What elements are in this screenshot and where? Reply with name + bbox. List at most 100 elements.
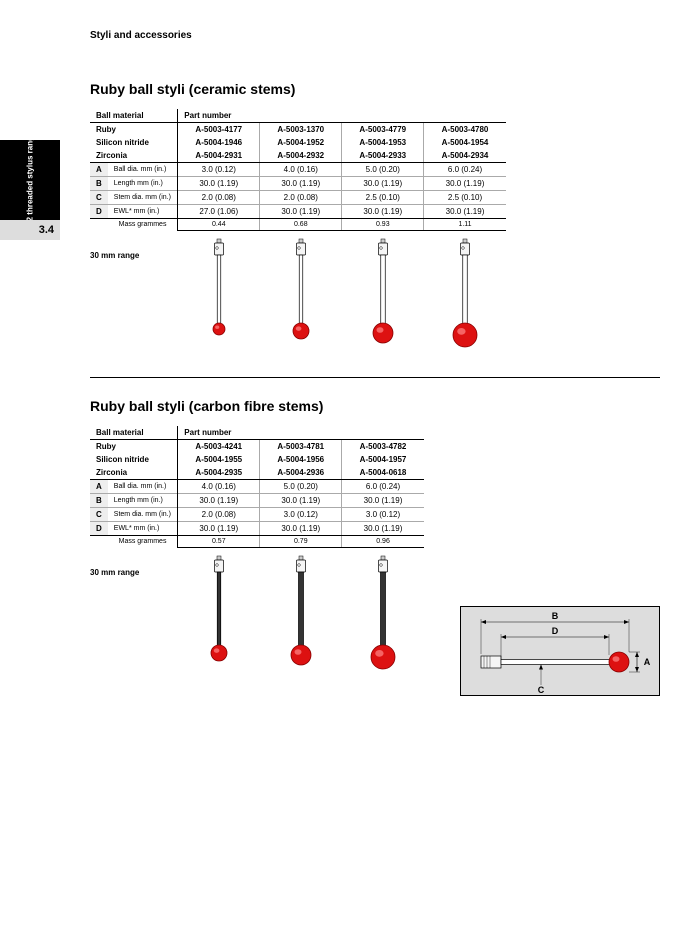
spec-table: Ball materialPart numberRubyA-5003-4241A… xyxy=(90,426,424,676)
part-number: A-5004-1955 xyxy=(178,453,260,466)
stylus-icon xyxy=(348,235,418,355)
spec-row: CStem dia. mm (in.)2.0 (0.08)2.0 (0.08)2… xyxy=(90,191,506,205)
stylus-icon xyxy=(348,552,418,672)
spec-row: ABall dia. mm (in.)4.0 (0.16)5.0 (0.20)6… xyxy=(90,480,424,494)
part-number: A-5004-1957 xyxy=(342,453,424,466)
material-row: ZirconiaA-5004-2931A-5004-2932A-5004-293… xyxy=(90,149,506,163)
spec-value: 2.0 (0.08) xyxy=(260,191,342,205)
stylus-cell xyxy=(260,231,342,360)
spec-value: 3.0 (0.12) xyxy=(260,508,342,522)
stylus-row: 30 mm range xyxy=(90,548,424,677)
spec-value: 30.0 (1.19) xyxy=(424,205,506,219)
spec-value: 6.0 (0.24) xyxy=(342,480,424,494)
part-number: A-5003-4779 xyxy=(342,123,424,137)
stylus-cell xyxy=(178,231,260,360)
spec-value: 5.0 (0.20) xyxy=(342,163,424,177)
mass-value: 1.11 xyxy=(424,219,506,231)
material-row: Silicon nitrideA-5004-1946A-5004-1952A-5… xyxy=(90,136,506,149)
stylus-cell xyxy=(424,231,506,360)
part-number: A-5004-2932 xyxy=(260,149,342,163)
range-label: 30 mm range xyxy=(90,231,178,360)
stylus-icon xyxy=(266,552,336,672)
side-tab: M2 threaded stylus range xyxy=(0,140,60,220)
stylus-icon xyxy=(184,235,254,355)
spec-value: 30.0 (1.19) xyxy=(342,177,424,191)
part-number: A-5003-4782 xyxy=(342,440,424,454)
section-title: Ruby ball styli (carbon fibre stems) xyxy=(90,398,660,414)
spec-value: 30.0 (1.19) xyxy=(260,522,342,536)
part-number: A-5003-1370 xyxy=(260,123,342,137)
part-number: A-5004-2934 xyxy=(424,149,506,163)
stylus-icon xyxy=(184,552,254,672)
part-number: A-5003-4177 xyxy=(178,123,260,137)
stylus-cell xyxy=(260,548,342,677)
spec-value: 30.0 (1.19) xyxy=(260,494,342,508)
spec-value: 30.0 (1.19) xyxy=(260,177,342,191)
part-number: A-5004-2931 xyxy=(178,149,260,163)
spec-value: 30.0 (1.19) xyxy=(178,177,260,191)
mass-row: Mass grammes0.440.680.931.11 xyxy=(90,219,506,231)
spec-value: 30.0 (1.19) xyxy=(342,205,424,219)
part-number: A-5004-1956 xyxy=(260,453,342,466)
spec-value: 27.0 (1.06) xyxy=(178,205,260,219)
spec-value: 5.0 (0.20) xyxy=(260,480,342,494)
part-number: A-5004-1954 xyxy=(424,136,506,149)
stylus-cell xyxy=(178,548,260,677)
spec-value: 2.0 (0.08) xyxy=(178,191,260,205)
mass-value: 0.79 xyxy=(260,536,342,548)
material-row: RubyA-5003-4177A-5003-1370A-5003-4779A-5… xyxy=(90,123,506,137)
spec-table: Ball materialPart numberRubyA-5003-4177A… xyxy=(90,109,506,359)
spec-row: DEWL* mm (in.)27.0 (1.06)30.0 (1.19)30.0… xyxy=(90,205,506,219)
spec-row: DEWL* mm (in.)30.0 (1.19)30.0 (1.19)30.0… xyxy=(90,522,424,536)
page-header: Styli and accessories xyxy=(90,30,660,41)
spec-value: 3.0 (0.12) xyxy=(178,163,260,177)
section-title: Ruby ball styli (ceramic stems) xyxy=(90,81,660,97)
part-number: A-5004-1953 xyxy=(342,136,424,149)
section-0: Ruby ball styli (ceramic stems) Ball mate… xyxy=(90,81,660,378)
spec-value: 30.0 (1.19) xyxy=(178,494,260,508)
stylus-cell xyxy=(342,548,424,677)
stylus-icon xyxy=(430,235,500,355)
part-number: A-5004-2935 xyxy=(178,466,260,480)
mass-value: 0.44 xyxy=(178,219,260,231)
stylus-row: 30 mm range xyxy=(90,231,506,360)
section-divider xyxy=(90,377,660,378)
dimension-diagram: BD C A xyxy=(460,606,660,696)
spec-value: 2.0 (0.08) xyxy=(178,508,260,522)
stylus-cell xyxy=(342,231,424,360)
mass-value: 0.57 xyxy=(178,536,260,548)
spec-value: 30.0 (1.19) xyxy=(424,177,506,191)
spec-value: 6.0 (0.24) xyxy=(424,163,506,177)
mass-row: Mass grammes0.570.790.96 xyxy=(90,536,424,548)
part-number: A-5003-4241 xyxy=(178,440,260,454)
part-number: A-5004-2933 xyxy=(342,149,424,163)
svg-text:B: B xyxy=(552,611,559,621)
part-number: A-5004-0618 xyxy=(342,466,424,480)
material-row: ZirconiaA-5004-2935A-5004-2936A-5004-061… xyxy=(90,466,424,480)
material-row: RubyA-5003-4241A-5003-4781A-5003-4782 xyxy=(90,440,424,454)
mass-value: 0.96 xyxy=(342,536,424,548)
part-number: A-5004-1946 xyxy=(178,136,260,149)
side-tab-text: M2 threaded stylus range xyxy=(25,132,35,228)
part-number: A-5003-4780 xyxy=(424,123,506,137)
svg-text:A: A xyxy=(644,657,651,667)
svg-text:C: C xyxy=(538,685,545,695)
spec-value: 4.0 (0.16) xyxy=(178,480,260,494)
spec-row: BLength mm (in.)30.0 (1.19)30.0 (1.19)30… xyxy=(90,494,424,508)
spec-row: ABall dia. mm (in.)3.0 (0.12)4.0 (0.16)5… xyxy=(90,163,506,177)
svg-text:D: D xyxy=(552,626,559,636)
spec-value: 3.0 (0.12) xyxy=(342,508,424,522)
section-number: 3.4 xyxy=(0,220,60,240)
spec-value: 4.0 (0.16) xyxy=(260,163,342,177)
spec-value: 2.5 (0.10) xyxy=(424,191,506,205)
material-row: Silicon nitrideA-5004-1955A-5004-1956A-5… xyxy=(90,453,424,466)
part-number: A-5004-1952 xyxy=(260,136,342,149)
range-label: 30 mm range xyxy=(90,548,178,677)
part-number: A-5004-2936 xyxy=(260,466,342,480)
spec-value: 30.0 (1.19) xyxy=(178,522,260,536)
mass-value: 0.93 xyxy=(342,219,424,231)
stylus-icon xyxy=(266,235,336,355)
spec-value: 30.0 (1.19) xyxy=(342,494,424,508)
spec-value: 30.0 (1.19) xyxy=(260,205,342,219)
spec-value: 30.0 (1.19) xyxy=(342,522,424,536)
